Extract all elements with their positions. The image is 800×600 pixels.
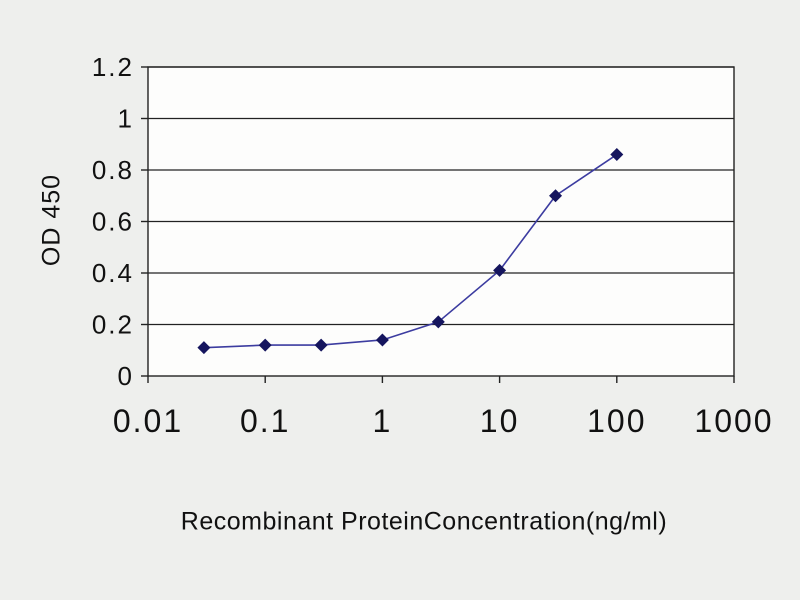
x-tick-label: 1000 [694,403,773,439]
data-point-marker [258,338,272,352]
x-tick-label: 1 [373,403,393,439]
y-tick-label: 0 [118,361,134,391]
x-tick-label: 10 [480,403,520,439]
x-tick-label: 0.1 [240,403,290,439]
data-point-marker [197,341,211,355]
y-tick-label: 1 [118,104,134,134]
data-point-marker [431,315,445,329]
y-axis-title: OD 450 [37,173,66,267]
data-point-marker [549,189,563,203]
y-tick-label: 0.2 [92,310,134,340]
x-axis-title: Recombinant ProteinConcentration(ng/ml) [180,507,668,536]
data-point-marker [610,148,624,162]
y-tick-label: 0.6 [92,207,134,237]
y-tick-label: 0.4 [92,258,134,288]
data-line [203,153,618,349]
data-point-marker [314,338,328,352]
x-tick-label: 0.01 [113,403,183,439]
y-tick-label: 1.2 [92,52,134,82]
x-tick-label: 100 [587,403,646,439]
y-tick-label: 0.8 [92,155,134,185]
data-point-marker [493,263,507,277]
data-point-marker [375,333,389,347]
